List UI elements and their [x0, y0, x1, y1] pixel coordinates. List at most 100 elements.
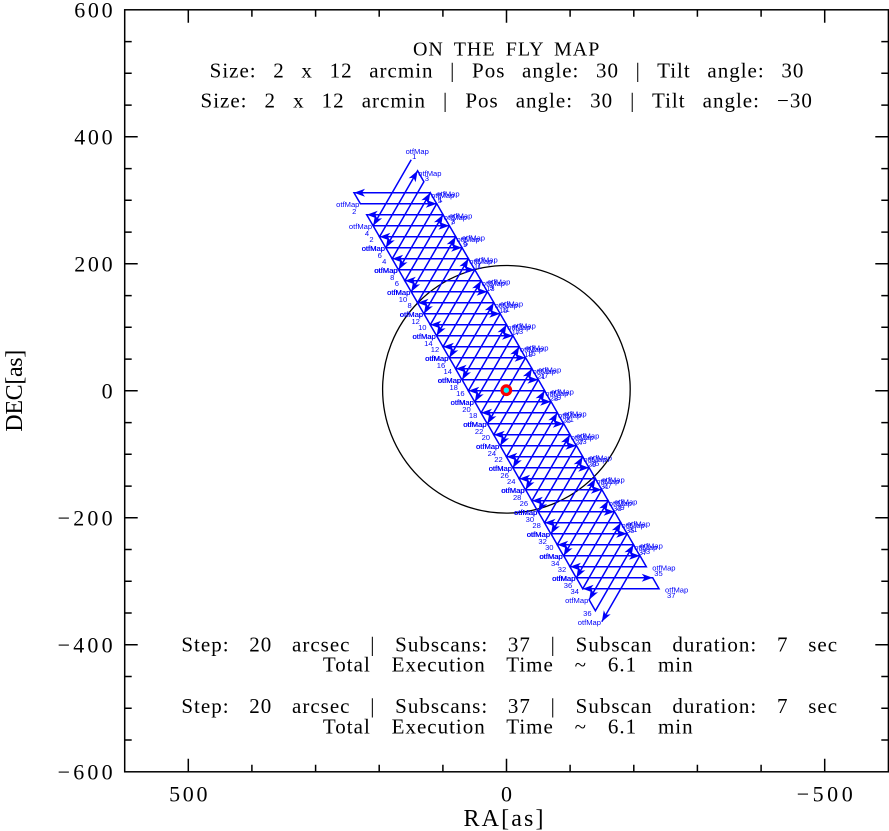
svg-text:23: 23 — [550, 394, 558, 403]
svg-text:29: 29 — [616, 503, 624, 512]
svg-text:37: 37 — [639, 548, 647, 557]
svg-text:3: 3 — [451, 217, 455, 226]
svg-text:otfMap: otfMap — [589, 453, 612, 462]
svg-text:18: 18 — [469, 411, 477, 420]
svg-text:15: 15 — [499, 306, 507, 315]
svg-text:13: 13 — [515, 327, 523, 336]
svg-text:ON THE FLY MAP: ON THE FLY MAP — [413, 39, 600, 61]
svg-text:12: 12 — [411, 317, 419, 326]
svg-text:29: 29 — [588, 460, 596, 469]
svg-text:500: 500 — [169, 782, 207, 807]
svg-text:otfMap: otfMap — [500, 299, 523, 308]
svg-text:23: 23 — [578, 437, 586, 446]
svg-text:otfMap: otfMap — [507, 323, 530, 332]
svg-text:31: 31 — [601, 482, 609, 491]
svg-text:otfMap: otfMap — [652, 563, 675, 572]
svg-text:otfMap: otfMap — [487, 277, 510, 286]
svg-text:8: 8 — [390, 273, 394, 282]
svg-text:otfMap: otfMap — [431, 191, 454, 200]
svg-text:7: 7 — [477, 261, 481, 270]
svg-text:otfMap: otfMap — [578, 618, 601, 627]
svg-text:otfMap: otfMap — [438, 376, 461, 385]
svg-text:2: 2 — [369, 235, 373, 244]
svg-text:otfMap: otfMap — [563, 409, 586, 418]
svg-text:otfMap: otfMap — [627, 519, 650, 528]
svg-text:otfMap: otfMap — [495, 301, 518, 310]
svg-text:otfMap: otfMap — [400, 310, 423, 319]
svg-text:otfMap: otfMap — [513, 321, 536, 330]
svg-text:otfMap: otfMap — [462, 233, 485, 242]
svg-text:otfMap: otfMap — [540, 552, 563, 561]
svg-text:8: 8 — [407, 301, 411, 310]
svg-text:Size: 2 x 12 arcmin | Pos angl: Size: 2 x 12 arcmin | Pos angle: 30 | Ti… — [210, 58, 805, 82]
svg-text:19: 19 — [553, 393, 561, 402]
svg-text:600: 600 — [74, 0, 112, 22]
svg-text:1: 1 — [438, 195, 442, 204]
svg-text:32: 32 — [538, 537, 546, 546]
svg-text:otfMap: otfMap — [444, 213, 467, 222]
svg-text:otfMap: otfMap — [413, 332, 436, 341]
svg-text:Step: 20 arcsec | Subscans: 37: Step: 20 arcsec | Subscans: 37 | Subscan… — [181, 633, 838, 657]
svg-text:34: 34 — [551, 559, 559, 568]
svg-text:otfMap: otfMap — [418, 169, 441, 178]
svg-text:11: 11 — [474, 262, 482, 271]
svg-text:Size: 2 x 12 arcmin | Pos angl: Size: 2 x 12 arcmin | Pos angle: 30 | Ti… — [201, 89, 813, 113]
svg-text:14: 14 — [424, 339, 432, 348]
svg-text:otfMap: otfMap — [565, 596, 588, 605]
svg-text:28: 28 — [532, 521, 540, 530]
svg-text:1: 1 — [412, 152, 416, 161]
svg-text:otfMap: otfMap — [475, 255, 498, 264]
svg-text:otfMap: otfMap — [374, 266, 397, 275]
svg-text:5: 5 — [464, 239, 468, 248]
svg-text:20: 20 — [482, 433, 490, 442]
svg-text:13: 13 — [486, 284, 494, 293]
svg-text:otfMap: otfMap — [463, 420, 486, 429]
svg-text:otfMap: otfMap — [665, 585, 688, 594]
svg-text:24: 24 — [507, 477, 515, 486]
svg-text:otfMap: otfMap — [539, 552, 562, 561]
svg-text:otfMap: otfMap — [456, 235, 479, 244]
svg-text:otfMap: otfMap — [436, 189, 459, 198]
svg-text:14: 14 — [443, 367, 451, 376]
svg-text:4: 4 — [382, 257, 386, 266]
svg-text:33: 33 — [613, 504, 621, 513]
svg-text:25: 25 — [562, 416, 570, 425]
svg-text:5: 5 — [438, 196, 442, 205]
svg-text:otfMap: otfMap — [362, 244, 385, 253]
svg-text:31: 31 — [629, 525, 637, 534]
svg-text:otfMap: otfMap — [621, 521, 644, 530]
svg-text:otfMap: otfMap — [640, 541, 663, 550]
svg-text:12: 12 — [431, 345, 439, 354]
svg-text:otfMap: otfMap — [362, 244, 385, 253]
svg-text:17: 17 — [540, 371, 548, 380]
svg-text:otfMap: otfMap — [609, 499, 632, 508]
svg-text:otfMap: otfMap — [387, 288, 410, 297]
svg-text:otfMap: otfMap — [576, 431, 599, 440]
svg-text:otfMap: otfMap — [425, 354, 448, 363]
svg-text:2: 2 — [352, 207, 356, 216]
svg-text:30: 30 — [545, 543, 553, 552]
svg-text:36: 36 — [583, 609, 591, 618]
svg-text:3: 3 — [425, 174, 429, 183]
svg-text:otfMap: otfMap — [502, 486, 525, 495]
svg-text:11: 11 — [502, 305, 510, 314]
svg-text:otfMap: otfMap — [596, 477, 619, 486]
svg-text:otfMap: otfMap — [614, 497, 637, 506]
svg-text:otfMap: otfMap — [571, 433, 594, 442]
svg-text:otfMap: otfMap — [482, 279, 505, 288]
svg-text:32: 32 — [558, 565, 566, 574]
svg-text:otfMap: otfMap — [514, 508, 537, 517]
svg-text:27: 27 — [575, 438, 583, 447]
svg-text:otfMap: otfMap — [545, 389, 568, 398]
svg-text:otfMap: otfMap — [552, 574, 575, 583]
svg-text:33: 33 — [642, 547, 650, 556]
svg-text:otfMap: otfMap — [449, 211, 472, 220]
svg-text:otfMap: otfMap — [552, 574, 575, 583]
svg-text:otfMap: otfMap — [551, 387, 574, 396]
svg-text:otfMap: otfMap — [538, 365, 561, 374]
svg-text:15: 15 — [527, 349, 535, 358]
svg-text:otfMap: otfMap — [602, 475, 625, 484]
svg-text:200: 200 — [74, 251, 112, 276]
svg-text:otfMap: otfMap — [387, 288, 410, 297]
svg-text:otfMap: otfMap — [469, 257, 492, 266]
